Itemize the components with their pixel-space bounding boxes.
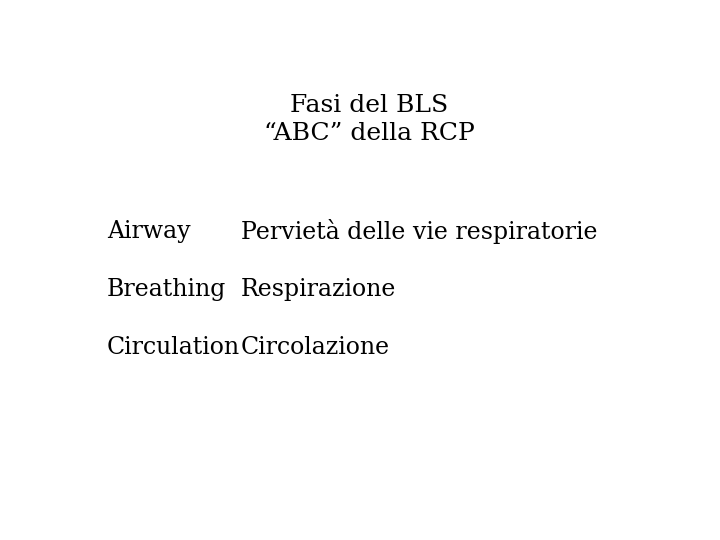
- Text: Respirazione: Respirazione: [240, 278, 396, 301]
- Text: Pervietà delle vie respiratorie: Pervietà delle vie respiratorie: [240, 219, 597, 244]
- Text: Airway: Airway: [107, 220, 190, 242]
- Text: Circolazione: Circolazione: [240, 336, 390, 359]
- Text: Circulation: Circulation: [107, 336, 240, 359]
- Text: Fasi del BLS
“ABC” della RCP: Fasi del BLS “ABC” della RCP: [264, 94, 474, 145]
- Text: Breathing: Breathing: [107, 278, 226, 301]
